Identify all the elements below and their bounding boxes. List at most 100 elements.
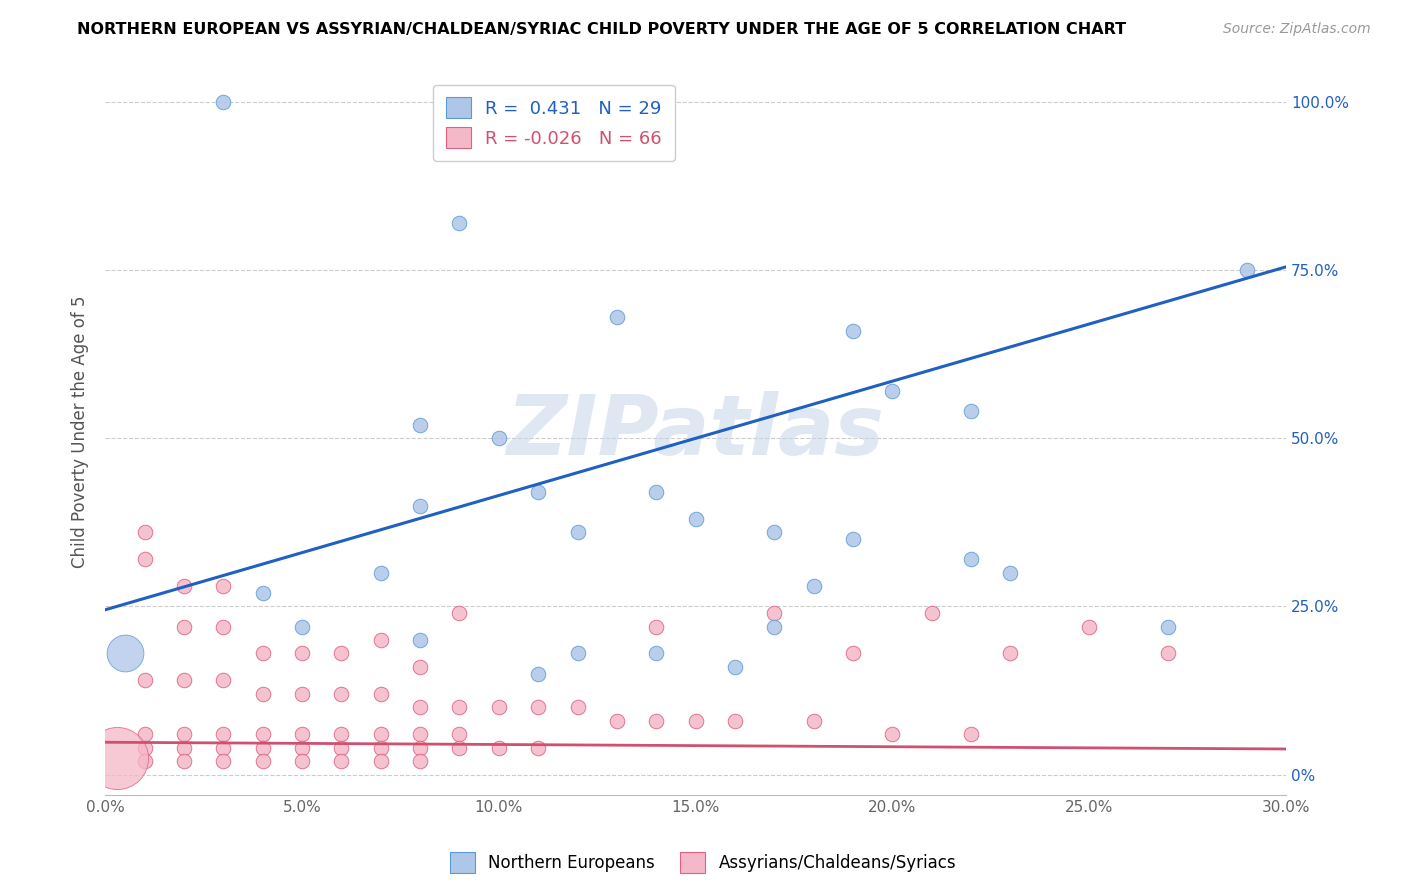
Point [960, 727, 983, 741]
Point [173, 740, 195, 755]
Point [1000, 647, 1022, 661]
Point [409, 660, 432, 674]
Point [252, 727, 274, 741]
Point [960, 552, 983, 566]
Legend: Northern Europeans, Assyrians/Chaldeans/Syriacs: Northern Europeans, Assyrians/Chaldeans/… [443, 846, 963, 880]
Point [252, 687, 274, 701]
Point [252, 586, 274, 600]
Point [212, 754, 235, 768]
Point [212, 619, 235, 633]
Point [252, 754, 274, 768]
Point [803, 714, 825, 728]
Point [645, 714, 668, 728]
Point [882, 384, 904, 399]
Point [409, 633, 432, 648]
Point [567, 647, 589, 661]
Point [645, 647, 668, 661]
Point [291, 740, 314, 755]
Point [567, 700, 589, 714]
Point [527, 666, 550, 681]
Point [409, 740, 432, 755]
Point [105, 750, 128, 764]
Point [567, 525, 589, 540]
Point [842, 532, 865, 546]
Point [685, 714, 707, 728]
Point [212, 673, 235, 688]
Point [409, 727, 432, 741]
Point [134, 552, 156, 566]
Point [252, 647, 274, 661]
Point [1000, 566, 1022, 580]
Point [1157, 647, 1180, 661]
Text: ZIPatlas: ZIPatlas [506, 391, 884, 472]
Point [173, 579, 195, 593]
Point [803, 579, 825, 593]
Point [212, 740, 235, 755]
Point [1157, 619, 1180, 633]
Point [449, 700, 471, 714]
Point [449, 216, 471, 230]
Point [134, 727, 156, 741]
Point [291, 647, 314, 661]
Point [921, 606, 943, 620]
Point [842, 324, 865, 338]
Point [763, 619, 786, 633]
Legend: R =  0.431   N = 29, R = -0.026   N = 66: R = 0.431 N = 29, R = -0.026 N = 66 [433, 85, 675, 161]
Point [409, 754, 432, 768]
Point [291, 619, 314, 633]
Point [291, 754, 314, 768]
Point [330, 687, 353, 701]
Point [685, 512, 707, 526]
Point [449, 740, 471, 755]
Point [409, 499, 432, 513]
Point [370, 633, 392, 648]
Y-axis label: Child Poverty Under the Age of 5: Child Poverty Under the Age of 5 [72, 295, 89, 568]
Text: Source: ZipAtlas.com: Source: ZipAtlas.com [1223, 22, 1371, 37]
Point [330, 647, 353, 661]
Point [488, 740, 510, 755]
Point [763, 525, 786, 540]
Point [134, 754, 156, 768]
Point [645, 485, 668, 500]
Point [212, 579, 235, 593]
Point [882, 727, 904, 741]
Point [724, 660, 747, 674]
Point [134, 525, 156, 540]
Point [370, 687, 392, 701]
Point [488, 700, 510, 714]
Point [330, 754, 353, 768]
Point [370, 754, 392, 768]
Point [724, 714, 747, 728]
Point [606, 714, 628, 728]
Point [606, 310, 628, 325]
Point [114, 647, 136, 661]
Point [134, 673, 156, 688]
Point [173, 619, 195, 633]
Point [645, 619, 668, 633]
Point [1236, 263, 1258, 277]
Point [134, 740, 156, 755]
Point [527, 740, 550, 755]
Point [960, 404, 983, 418]
Point [252, 740, 274, 755]
Point [409, 417, 432, 432]
Point [173, 673, 195, 688]
Point [173, 727, 195, 741]
Point [212, 727, 235, 741]
Point [488, 431, 510, 445]
Point [173, 754, 195, 768]
Point [330, 727, 353, 741]
Point [527, 700, 550, 714]
Point [291, 687, 314, 701]
Point [212, 95, 235, 110]
Point [842, 647, 865, 661]
Point [291, 727, 314, 741]
Point [527, 485, 550, 500]
Point [370, 740, 392, 755]
Point [763, 606, 786, 620]
Point [449, 727, 471, 741]
Point [370, 566, 392, 580]
Point [1078, 619, 1101, 633]
Text: NORTHERN EUROPEAN VS ASSYRIAN/CHALDEAN/SYRIAC CHILD POVERTY UNDER THE AGE OF 5 C: NORTHERN EUROPEAN VS ASSYRIAN/CHALDEAN/S… [77, 22, 1126, 37]
Point [370, 727, 392, 741]
